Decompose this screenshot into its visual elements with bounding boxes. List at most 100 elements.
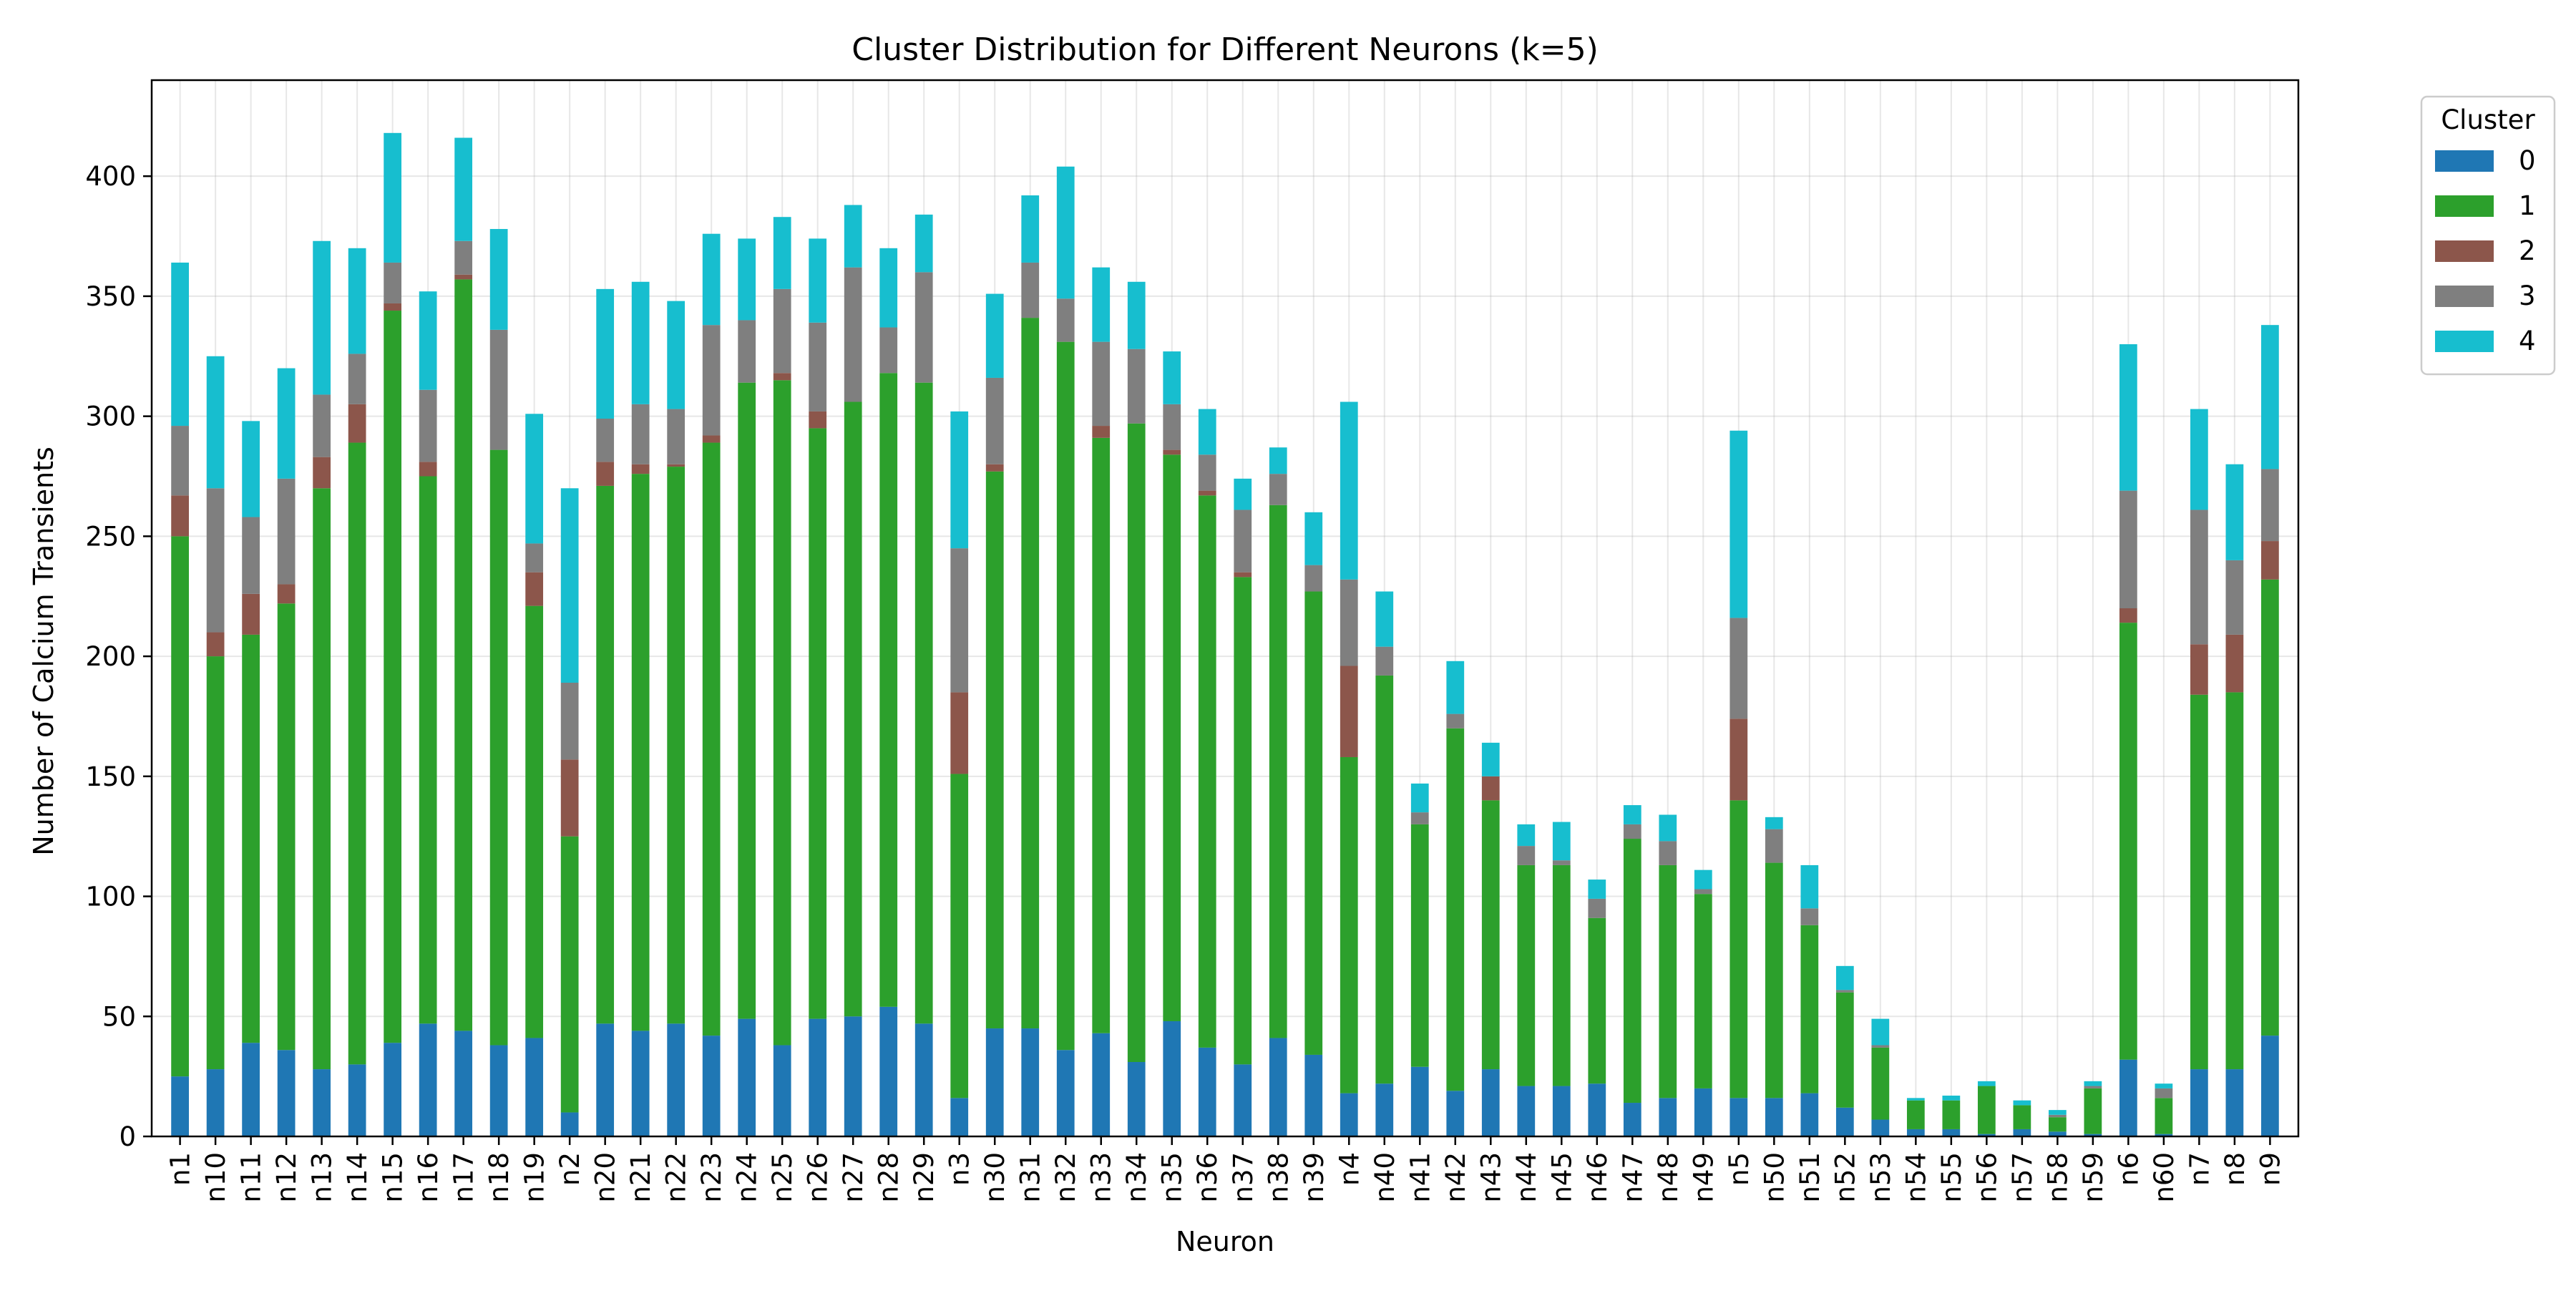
bar-segment-n27-cluster-1 (844, 401, 862, 1017)
bar-segment-n40-cluster-0 (1375, 1083, 1394, 1136)
bar-segment-n43-cluster-1 (1481, 800, 1500, 1070)
bar-segment-n52-cluster-3 (1835, 990, 1854, 993)
x-tick-label: n19 (519, 1152, 550, 1203)
bar-segment-n50-cluster-4 (1765, 817, 1783, 829)
x-tick-label: n2 (555, 1152, 585, 1186)
grid (152, 80, 2298, 1137)
bar-segment-n53-cluster-1 (1871, 1047, 1890, 1120)
bar-segment-n29-cluster-3 (914, 272, 933, 383)
bar-segment-n17-cluster-4 (454, 137, 473, 241)
bar-segment-n34-cluster-1 (1127, 423, 1146, 1063)
bar-segment-n11-cluster-2 (242, 593, 260, 635)
bar-segment-n45-cluster-0 (1552, 1086, 1571, 1136)
bar-segment-n22-cluster-3 (667, 409, 686, 464)
bar-segment-n3-cluster-4 (950, 411, 969, 549)
bar-segment-n8-cluster-1 (2225, 692, 2244, 1070)
x-tick-label: n39 (1299, 1152, 1330, 1203)
bar-segment-n6-cluster-4 (2119, 344, 2137, 491)
bar-segment-n28-cluster-0 (879, 1006, 898, 1136)
bar-segment-n5-cluster-2 (1729, 718, 1748, 801)
bar-segment-n44-cluster-4 (1517, 824, 1536, 847)
y-tick-label: 150 (85, 761, 136, 792)
bar-segment-n11-cluster-0 (242, 1043, 260, 1136)
bar-segment-n12-cluster-3 (277, 478, 296, 585)
bar-segment-n55-cluster-1 (1942, 1100, 1961, 1129)
x-tick-label: n9 (2255, 1152, 2285, 1186)
bar-segment-n57-cluster-0 (2013, 1129, 2031, 1136)
x-tick-label: n30 (980, 1152, 1010, 1203)
bar-segment-n21-cluster-2 (631, 464, 650, 474)
bar-segment-n52-cluster-0 (1835, 1107, 1854, 1136)
x-tick-label: n33 (1086, 1152, 1117, 1203)
bar-segment-n21-cluster-4 (631, 281, 650, 404)
bar-segment-n30-cluster-3 (985, 377, 1004, 464)
x-tick-label: n48 (1653, 1152, 1684, 1203)
bar-segment-n53-cluster-3 (1871, 1045, 1890, 1048)
x-tick-label: n4 (1334, 1152, 1365, 1186)
bar-segment-n32-cluster-1 (1056, 341, 1075, 1051)
bar-segment-n22-cluster-4 (667, 301, 686, 409)
bar-segment-n28-cluster-4 (879, 248, 898, 328)
bar-segment-n25-cluster-3 (773, 288, 791, 374)
legend: Cluster 0 1 2 3 4 (2420, 95, 2556, 376)
bar-segment-n17-cluster-3 (454, 240, 473, 275)
x-tick-label: n20 (590, 1152, 621, 1203)
bar-segment-n54-cluster-0 (1906, 1129, 1925, 1136)
bar-segment-n17-cluster-1 (454, 279, 473, 1031)
bar-segment-n10-cluster-0 (206, 1069, 225, 1136)
bar-segment-n60-cluster-1 (2155, 1098, 2173, 1134)
bar-segment-n35-cluster-0 (1163, 1020, 1181, 1136)
bar-segment-n38-cluster-1 (1269, 505, 1287, 1038)
bar-segment-n26-cluster-3 (809, 322, 827, 411)
bar-segment-n12-cluster-0 (277, 1050, 296, 1136)
bar-segment-n41-cluster-3 (1410, 812, 1429, 824)
bar-segment-n48-cluster-1 (1659, 864, 1677, 1098)
bar-segment-n37-cluster-0 (1234, 1064, 1252, 1136)
bar-segment-n44-cluster-0 (1517, 1086, 1536, 1136)
bar-segment-n34-cluster-3 (1127, 349, 1146, 424)
bar-segment-n56-cluster-0 (1977, 1134, 1996, 1136)
bar-segment-n29-cluster-4 (914, 214, 933, 273)
bar-segment-n8-cluster-3 (2225, 560, 2244, 635)
bar-segment-n19-cluster-1 (525, 605, 544, 1038)
bar-segment-n45-cluster-1 (1552, 864, 1571, 1086)
bar-segment-n36-cluster-0 (1198, 1047, 1216, 1136)
bar-segment-n2-cluster-0 (560, 1112, 579, 1136)
bar-segment-n50-cluster-3 (1765, 829, 1783, 863)
x-tick-label: n45 (1546, 1152, 1577, 1203)
bar-segment-n47-cluster-1 (1623, 839, 1641, 1104)
bar-segment-n10-cluster-4 (206, 356, 225, 489)
x-tick-label: n16 (413, 1152, 444, 1203)
bar-segment-n18-cluster-1 (489, 449, 508, 1046)
bar-segment-n7-cluster-2 (2190, 644, 2208, 695)
bar-segment-n39-cluster-4 (1304, 512, 1323, 565)
x-tick-label: n7 (2184, 1152, 2215, 1186)
bar-segment-n45-cluster-4 (1552, 822, 1571, 861)
bar-segment-n56-cluster-4 (1977, 1081, 1996, 1086)
bar-segment-n22-cluster-1 (667, 467, 686, 1024)
bar-segment-n31-cluster-1 (1021, 318, 1040, 1029)
bar-segment-n35-cluster-1 (1163, 454, 1181, 1021)
bar-segment-n10-cluster-3 (206, 488, 225, 633)
bar-segment-n58-cluster-4 (2048, 1110, 2067, 1115)
bar-segment-n13-cluster-1 (313, 488, 331, 1070)
bar-segment-n25-cluster-4 (773, 217, 791, 289)
bar-segment-n59-cluster-0 (2084, 1134, 2102, 1136)
y-tick-label: 350 (85, 281, 136, 312)
x-tick-label: n54 (1901, 1152, 1931, 1203)
bar-segment-n33-cluster-4 (1092, 267, 1111, 342)
x-tick-label: n37 (1228, 1152, 1259, 1203)
y-tick-label: 200 (85, 641, 136, 672)
x-tick-label: n44 (1511, 1152, 1542, 1203)
bar-segment-n47-cluster-4 (1623, 805, 1641, 824)
bar-segment-n54-cluster-4 (1906, 1098, 1925, 1101)
bar-segment-n2-cluster-3 (560, 682, 579, 760)
bar-segment-n5-cluster-3 (1729, 618, 1748, 719)
bar-segment-n19-cluster-0 (525, 1038, 544, 1136)
bar-segment-n16-cluster-4 (419, 291, 437, 390)
bar-segment-n37-cluster-4 (1234, 478, 1252, 510)
bar-segment-n59-cluster-3 (2084, 1086, 2102, 1088)
bar-segment-n3-cluster-1 (950, 774, 969, 1098)
bar-segment-n47-cluster-0 (1623, 1103, 1641, 1136)
